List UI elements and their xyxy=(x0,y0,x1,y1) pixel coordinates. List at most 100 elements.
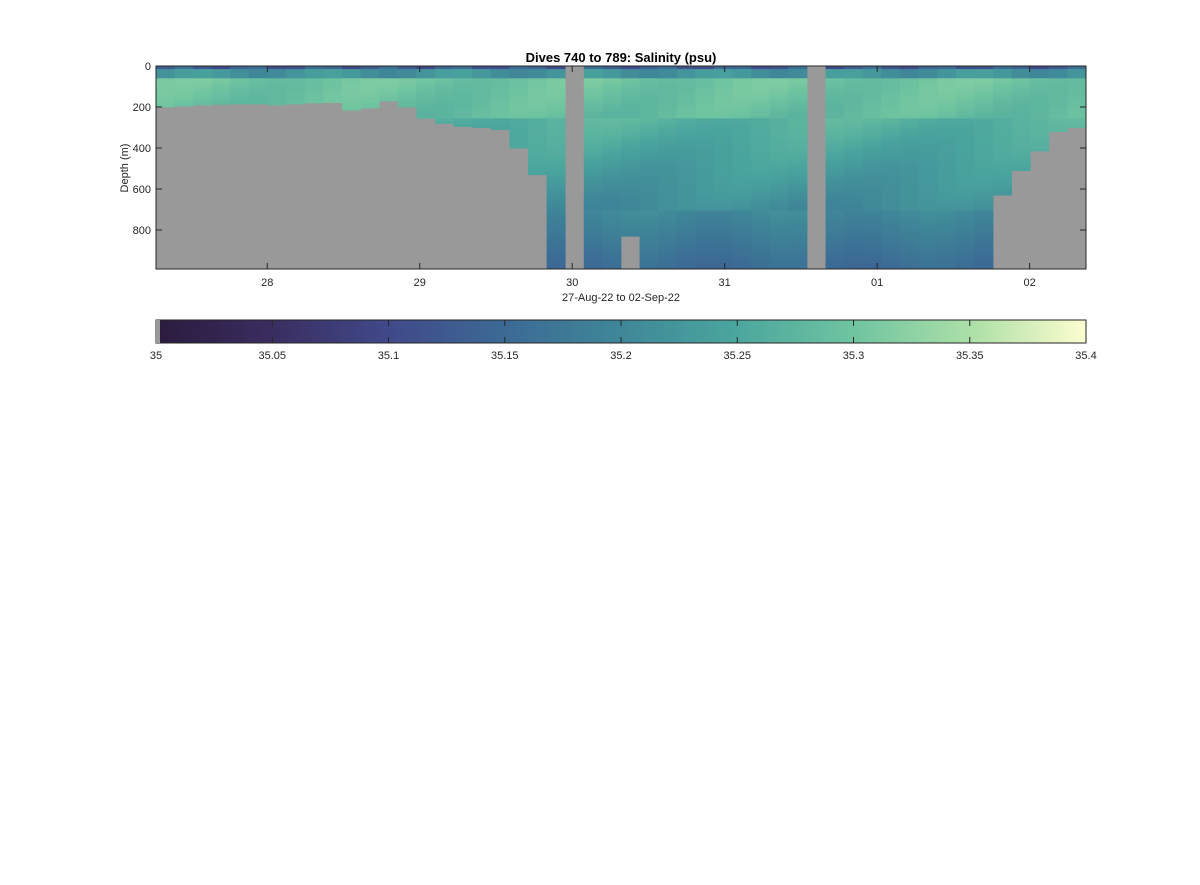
salinity-cell xyxy=(769,127,789,131)
salinity-cell xyxy=(881,145,901,150)
salinity-cell xyxy=(323,78,343,82)
salinity-cell xyxy=(323,99,343,103)
salinity-cell xyxy=(844,99,864,104)
salinity-cell xyxy=(825,253,845,258)
salinity-cell xyxy=(732,142,752,147)
salinity-cell xyxy=(695,179,715,184)
salinity-cell xyxy=(1011,87,1031,92)
salinity-cell xyxy=(993,142,1012,147)
salinity-cell xyxy=(751,189,771,193)
salinity-cell xyxy=(714,222,733,227)
salinity-cell xyxy=(546,139,566,144)
salinity-cell xyxy=(918,102,938,107)
salinity-cell xyxy=(937,222,957,227)
salinity-cell xyxy=(695,225,715,230)
salinity-cell xyxy=(881,102,901,107)
salinity-cell xyxy=(955,213,975,218)
salinity-cell xyxy=(639,222,659,227)
salinity-cell xyxy=(602,253,622,258)
salinity-cell xyxy=(1030,121,1050,125)
salinity-cell xyxy=(788,84,808,88)
salinity-cell xyxy=(546,216,566,221)
salinity-cell xyxy=(769,241,789,245)
salinity-cell xyxy=(156,93,175,98)
salinity-cell xyxy=(546,247,566,251)
salinity-cell xyxy=(546,207,566,211)
salinity-cell xyxy=(881,87,901,92)
salinity-cell xyxy=(621,182,640,187)
salinity-cell xyxy=(602,173,622,178)
salinity-cell xyxy=(602,182,622,187)
salinity-cell xyxy=(1048,121,1068,125)
salinity-cell xyxy=(621,136,640,141)
salinity-cell xyxy=(862,222,882,227)
salinity-cell xyxy=(453,78,473,82)
salinity-cell xyxy=(695,204,715,208)
salinity-cell xyxy=(639,161,659,165)
salinity-cell xyxy=(602,247,622,251)
salinity-cell xyxy=(862,69,882,73)
salinity-cell xyxy=(937,192,957,196)
salinity-cell xyxy=(862,182,882,187)
salinity-cell xyxy=(714,229,733,233)
salinity-cell xyxy=(1011,84,1031,88)
salinity-cell xyxy=(695,201,715,205)
salinity-cell xyxy=(546,130,566,135)
salinity-cell xyxy=(974,127,994,131)
salinity-cell xyxy=(583,87,603,92)
salinity-cell xyxy=(602,235,622,239)
salinity-cell xyxy=(546,256,566,261)
salinity-cell xyxy=(639,118,659,122)
salinity-cell xyxy=(602,84,622,88)
salinity-cell xyxy=(546,210,566,215)
salinity-cell xyxy=(435,84,454,88)
salinity-cell xyxy=(453,102,473,107)
salinity-cell xyxy=(658,232,678,236)
salinity-cell xyxy=(937,182,957,187)
salinity-cell xyxy=(602,115,622,119)
salinity-cell xyxy=(769,173,789,178)
salinity-cell xyxy=(881,225,901,230)
salinity-cell xyxy=(974,90,994,95)
salinity-cell xyxy=(825,136,845,141)
salinity-cell xyxy=(676,90,696,95)
salinity-cell xyxy=(695,262,715,267)
salinity-cell xyxy=(676,155,696,159)
salinity-cell xyxy=(918,192,938,196)
salinity-cell xyxy=(1011,115,1031,119)
salinity-cell xyxy=(528,84,547,88)
salinity-cell xyxy=(397,69,417,73)
salinity-cell xyxy=(546,87,566,92)
salinity-cell xyxy=(379,66,399,70)
salinity-cell xyxy=(342,81,361,85)
salinity-cell xyxy=(676,204,696,208)
salinity-cell xyxy=(583,66,603,70)
salinity-cell xyxy=(881,256,901,261)
salinity-cell xyxy=(639,207,659,211)
salinity-cell xyxy=(881,139,901,144)
salinity-cell xyxy=(546,161,566,165)
salinity-cell xyxy=(360,87,380,92)
salinity-cell xyxy=(304,66,324,70)
salinity-cell xyxy=(583,247,603,251)
salinity-cell xyxy=(676,176,696,181)
salinity-cell xyxy=(695,93,715,98)
salinity-cell xyxy=(788,78,808,82)
salinity-cell xyxy=(286,87,306,92)
salinity-cell xyxy=(323,69,343,73)
salinity-cell xyxy=(621,207,640,211)
salinity-cell xyxy=(937,105,957,110)
salinity-cell xyxy=(862,192,882,196)
salinity-cell xyxy=(862,78,882,82)
salinity-cell xyxy=(788,210,808,215)
salinity-cell xyxy=(1067,93,1086,98)
salinity-cell xyxy=(546,145,566,150)
salinity-cell xyxy=(658,173,678,178)
salinity-cell xyxy=(304,90,324,95)
salinity-cell xyxy=(955,250,975,255)
salinity-cell xyxy=(732,225,752,230)
salinity-cell xyxy=(955,253,975,258)
salinity-cell xyxy=(658,130,678,135)
salinity-cell xyxy=(714,210,733,215)
salinity-cell xyxy=(862,84,882,88)
